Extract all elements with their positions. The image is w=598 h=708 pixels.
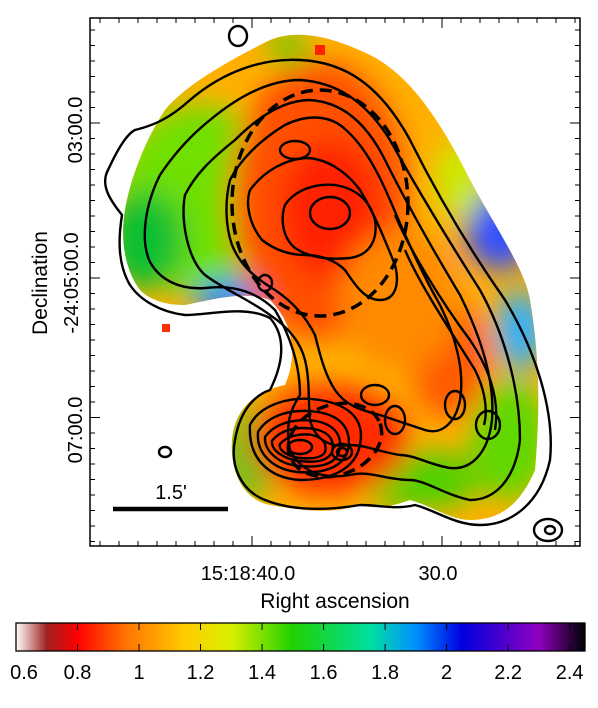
contour-level-4 [225,116,463,433]
contour-level-6 [281,183,377,260]
colorbar-tick-label: 1.4 [248,662,276,684]
contour-arm [403,249,487,426]
contour-level-3 [182,98,494,470]
contour-small [543,524,557,536]
contour-peak [308,195,352,231]
x-tick-label: 15:18:40.0 [201,563,296,585]
contour-small [278,139,312,161]
y-axis-title-dec: -24:05:00.0 [61,232,83,333]
x-tick-label: 30.0 [419,563,458,585]
contour-level-5 [246,156,399,302]
scale-bar-label: 1.5' [155,482,187,504]
contour-clump [335,446,349,458]
heatmap-pixel [162,324,170,332]
colorbar-tick-label: 1.2 [187,662,215,684]
region-circle-large [230,88,410,318]
colorbar-ticks: 0.6 0.8 1 1.2 1.4 1.6 1.8 2 2.2 2.4 [10,623,584,684]
colorbar-tick-label: 2 [441,662,452,684]
colorbar-tick-label: 0.6 [10,662,38,684]
colorbar-tick-label: 1.8 [371,662,399,684]
contour-small [383,404,407,436]
contour-clump [278,433,327,460]
contour-clump [248,397,363,482]
colorbar-tick-label: 2.4 [556,662,584,684]
contour-clump [263,419,342,468]
y-tick-label: 07:00.0 [65,397,87,464]
colorbar-tick-label: 1.6 [310,662,338,684]
contour-level-2 [143,78,522,502]
contour-clump [330,442,354,462]
x-axis-title: Right ascension [260,590,409,613]
colorbar [15,622,586,652]
contour-small [474,409,502,441]
region-circle-small [286,401,384,479]
contour-small [157,445,173,459]
colorbar-tick-label: 1 [133,662,144,684]
contour-small [359,383,391,407]
contour-clump [256,409,351,474]
contour-level-1 [103,58,552,527]
y-tick-label: 03:00.0 [65,97,87,164]
y-axis-title: Declination [29,231,52,335]
contour-arm [393,214,498,431]
plot-frame [89,17,581,547]
contour-lines [103,24,564,543]
colorbar-tick-label: 0.8 [64,662,92,684]
contour-small [532,517,564,543]
contour-small [443,389,467,421]
frame-ticks [90,18,580,546]
heatmap-pixel [315,45,325,55]
colorbar-tick-label: 2.2 [494,662,522,684]
contour-small [227,24,249,48]
